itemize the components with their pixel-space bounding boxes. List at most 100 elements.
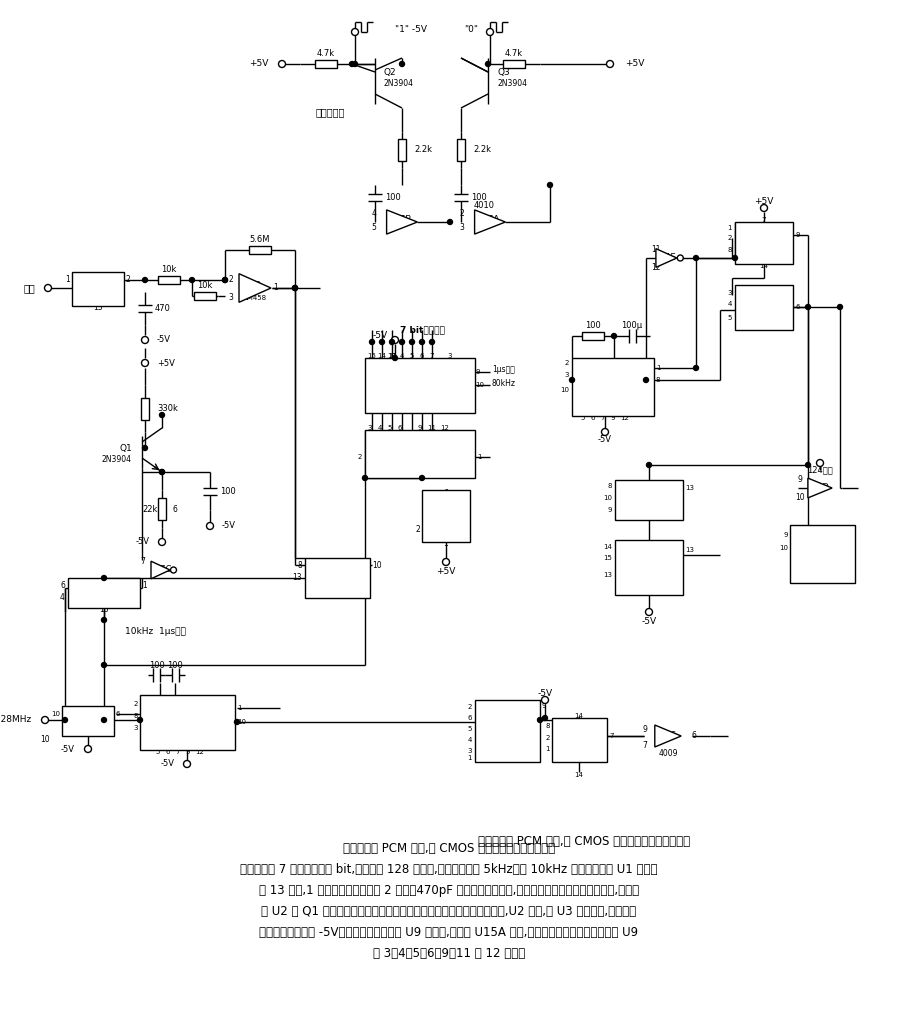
Text: 10: 10 <box>51 711 60 717</box>
Text: 10: 10 <box>779 545 788 551</box>
Text: 6: 6 <box>166 749 171 755</box>
Text: 13: 13 <box>388 353 397 359</box>
Text: 4021: 4021 <box>409 379 430 388</box>
Bar <box>572 358 654 416</box>
Text: 2: 2 <box>546 735 550 741</box>
Text: U7C: U7C <box>154 565 172 573</box>
Bar <box>315 60 337 68</box>
Circle shape <box>278 61 286 68</box>
Text: 4020: 4020 <box>77 722 99 732</box>
Text: 100µ: 100µ <box>621 321 643 330</box>
Text: 1: 1 <box>477 454 481 460</box>
Text: 1: 1 <box>444 538 448 547</box>
Text: 22k: 22k <box>142 504 157 513</box>
Text: 5: 5 <box>388 425 392 431</box>
Bar <box>157 276 180 284</box>
Circle shape <box>538 717 542 722</box>
Text: U4C: U4C <box>660 731 676 740</box>
Text: 5: 5 <box>581 415 585 421</box>
Circle shape <box>806 462 811 467</box>
Text: 4.7k: 4.7k <box>505 49 523 59</box>
Text: +5V: +5V <box>249 60 268 69</box>
Bar <box>365 430 475 478</box>
Bar <box>194 292 216 300</box>
Circle shape <box>693 255 699 260</box>
Circle shape <box>602 428 609 435</box>
Circle shape <box>392 355 398 360</box>
Text: 6: 6 <box>116 711 120 717</box>
Text: 2: 2 <box>357 454 362 460</box>
Text: 10k: 10k <box>161 265 176 275</box>
Text: 11: 11 <box>427 425 436 431</box>
Text: 4047: 4047 <box>176 719 198 729</box>
Text: -5V: -5V <box>598 435 612 445</box>
Text: 3: 3 <box>468 748 472 754</box>
Text: 2: 2 <box>460 210 464 218</box>
Text: 100: 100 <box>167 662 183 671</box>
Text: 采样变换成 7 个脉冲加同步 bit,用于传送 128 个电平,编码频率可达 5kHz。当 10kHz 取样尖峰到达 U1 传输门: 采样变换成 7 个脉冲加同步 bit,用于传送 128 个电平,编码频率可达 5… <box>241 863 657 876</box>
Text: 9: 9 <box>643 724 647 734</box>
Circle shape <box>293 285 297 290</box>
Text: 3: 3 <box>460 223 464 233</box>
Circle shape <box>419 475 425 481</box>
Circle shape <box>142 359 148 366</box>
Text: 3: 3 <box>565 372 569 378</box>
Text: 15: 15 <box>367 353 376 359</box>
Text: 6: 6 <box>591 415 595 421</box>
Text: 8: 8 <box>608 483 612 489</box>
Circle shape <box>183 760 190 768</box>
Text: 该图所示的 PCM 电路,用 CMOS 对单声道进行编码。每个: 该图所示的 PCM 电路,用 CMOS 对单声道进行编码。每个 <box>478 835 690 848</box>
Circle shape <box>351 29 358 35</box>
Text: 100: 100 <box>385 193 401 202</box>
Text: 12: 12 <box>441 425 449 431</box>
Circle shape <box>606 61 613 68</box>
Text: 音频: 音频 <box>23 283 35 293</box>
Text: 9: 9 <box>418 425 422 431</box>
Text: 4014: 4014 <box>327 575 348 584</box>
Text: 12: 12 <box>651 263 661 273</box>
Text: 5: 5 <box>727 315 732 321</box>
Text: 由 U2 与 Q1 开始的线性斜坡信号进行比较。当斜坡电压超过取样电压时,U2 激励,置 U3 为触发器,并将斜坡: 由 U2 与 Q1 开始的线性斜坡信号进行比较。当斜坡电压超过取样电压时,U2 … <box>261 904 637 918</box>
Text: 9: 9 <box>608 507 612 513</box>
Text: 7: 7 <box>430 353 435 359</box>
Text: 6: 6 <box>398 425 402 431</box>
Circle shape <box>409 340 415 345</box>
Text: Q2: Q2 <box>383 68 396 76</box>
Bar <box>735 222 793 264</box>
Bar <box>72 272 124 306</box>
Text: 12: 12 <box>804 577 813 583</box>
Text: +5V: +5V <box>754 198 774 207</box>
Circle shape <box>542 715 548 720</box>
Text: U8: U8 <box>414 366 427 376</box>
Text: 5: 5 <box>468 726 472 732</box>
Text: 1.28MHz: 1.28MHz <box>0 715 32 724</box>
Circle shape <box>293 285 297 290</box>
Text: 14: 14 <box>575 713 584 719</box>
Text: 13: 13 <box>685 547 694 553</box>
Text: 100: 100 <box>471 193 487 202</box>
Text: 的 3、4、5、6、9、11 和 12 脚上。: 的 3、4、5、6、9、11 和 12 脚上。 <box>373 947 525 960</box>
Text: 4: 4 <box>468 737 472 743</box>
Circle shape <box>189 278 195 283</box>
Text: U10: U10 <box>79 711 97 720</box>
Text: Q3: Q3 <box>498 68 511 76</box>
Text: 14: 14 <box>760 263 769 269</box>
Text: 3: 3 <box>134 725 138 731</box>
Text: 9: 9 <box>783 532 788 538</box>
Text: 6: 6 <box>60 580 65 590</box>
Polygon shape <box>475 210 506 235</box>
Circle shape <box>392 336 399 344</box>
Text: 1: 1 <box>66 276 70 284</box>
Text: U15B: U15B <box>637 488 661 497</box>
Circle shape <box>400 62 404 67</box>
Text: 6: 6 <box>692 732 697 741</box>
Bar <box>365 358 475 413</box>
Polygon shape <box>151 561 170 578</box>
Text: 7: 7 <box>176 749 180 755</box>
Text: 13: 13 <box>99 605 109 614</box>
Text: 330k: 330k <box>157 404 178 413</box>
Text: 100: 100 <box>220 487 236 496</box>
Text: 2.2k: 2.2k <box>473 145 491 154</box>
Bar <box>457 139 465 161</box>
Circle shape <box>363 475 367 481</box>
